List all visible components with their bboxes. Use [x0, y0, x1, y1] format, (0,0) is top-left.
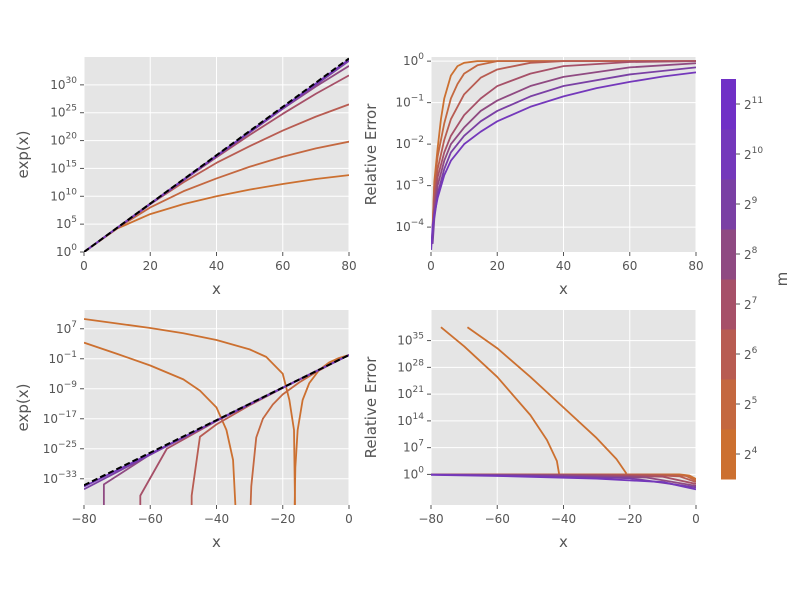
y-tick-label: 10−1: [48, 350, 77, 366]
colorbar-segment: [721, 79, 736, 130]
colorbar-segment: [721, 229, 736, 280]
x-tick-label: −40: [551, 512, 576, 526]
y-tick-label: 1010: [50, 187, 77, 203]
colorbar-label: m: [773, 272, 791, 287]
x-tick-label: 60: [622, 259, 637, 273]
x-tick-label: 40: [556, 259, 571, 273]
y-tick-label: 1030: [50, 76, 77, 92]
y-tick-label: 100: [403, 52, 424, 68]
x-tick-label: −80: [418, 512, 443, 526]
y-tick-label: 107: [56, 320, 77, 336]
x-axis-label: x: [212, 280, 221, 298]
y-tick-label: 10−17: [43, 410, 77, 426]
y-tick-label: 100: [403, 465, 424, 481]
x-tick-label: 20: [490, 259, 505, 273]
x-tick-label: −60: [138, 512, 163, 526]
colorbar-tick-label: 26: [744, 346, 758, 362]
y-tick-label: 10−9: [48, 380, 77, 396]
x-tick-label: 40: [209, 259, 224, 273]
series-group: [431, 60, 696, 250]
x-tick-label: −60: [485, 512, 510, 526]
colorbar-tick-label: 210: [744, 146, 763, 162]
y-tick-label: 10−4: [395, 218, 424, 234]
x-axis-label: x: [559, 533, 568, 551]
series-line-m1024: [431, 473, 696, 491]
colorbar-tick-label: 24: [744, 446, 758, 462]
y-tick-label: 1020: [50, 132, 77, 148]
colorbar-tick-label: 211: [744, 96, 763, 112]
x-axis-label: x: [559, 280, 568, 298]
y-axis-label: Relative Error: [362, 356, 380, 459]
y-tick-label: 1035: [397, 332, 424, 348]
y-axis-label: exp(x): [14, 131, 32, 179]
series-line-m64: [431, 60, 696, 244]
panel-top-left: 0 20 40 60 80 100 105 1010 1015 1020 1025 1030 x exp(…: [14, 57, 357, 298]
y-tick-label: 10−33: [43, 470, 77, 486]
series-line-m128: [431, 60, 696, 244]
y-tick-label: 100: [56, 243, 77, 259]
colorbar-segment: [721, 129, 736, 180]
plot-root: 0 20 40 60 80 100 105 1010 1015 1020 1025 1030 x exp(…: [14, 52, 704, 551]
series-line-m16: [84, 341, 237, 505]
y-tick-label: 1015: [50, 159, 77, 175]
series-group: [84, 57, 349, 252]
colorbar-segment: [721, 379, 736, 430]
x-tick-label: 80: [688, 259, 703, 273]
series-line-m16: [466, 326, 628, 475]
x-tick-label: 0: [427, 259, 435, 273]
series-line-m16: [84, 174, 349, 252]
colorbar: 24 25 26 27 28 29 210 211 m: [721, 79, 791, 480]
series-group: [84, 318, 349, 505]
reference-line: [84, 354, 349, 487]
x-tick-label: 60: [275, 259, 290, 273]
series-line-m32: [431, 60, 696, 244]
colorbar-segment: [721, 179, 736, 230]
panel-bottom-left: −80 −60 −40 −20 0 10−33 10−25 10−17 10−9 10−1 107 x…: [14, 310, 353, 551]
y-axis-label: Relative Error: [362, 103, 380, 206]
y-tick-label: 1028: [397, 358, 424, 374]
colorbar-segment: [721, 279, 736, 330]
x-axis-label: x: [212, 533, 221, 551]
series-group: [431, 326, 696, 491]
series-line-m16: [293, 354, 349, 505]
colorbar-tick-label: 28: [744, 246, 758, 262]
y-tick-label: 10−25: [43, 440, 77, 456]
series-line-m1024: [431, 71, 696, 250]
colorbar-tick-label: 27: [744, 296, 757, 312]
y-axis-label: exp(x): [14, 384, 32, 432]
colorbar-segment: [721, 429, 736, 480]
x-tick-label: 0: [345, 512, 353, 526]
x-tick-label: 0: [692, 512, 700, 526]
y-tick-label: 1025: [50, 104, 77, 120]
y-tick-label: 105: [56, 215, 77, 231]
x-tick-label: 20: [143, 259, 158, 273]
panel-bottom-right: −80 −60 −40 −20 0 100 107 1014 1021 1028 1035 x Rela…: [362, 310, 700, 551]
colorbar-segment: [721, 329, 736, 380]
y-tick-label: 107: [403, 439, 424, 455]
y-tick-label: 10−1: [395, 94, 424, 110]
y-tick-label: 1021: [397, 385, 424, 401]
y-tick-label: 10−3: [395, 177, 424, 193]
x-tick-label: −20: [270, 512, 295, 526]
y-tick-label: 1014: [397, 412, 424, 428]
x-tick-label: −40: [204, 512, 229, 526]
x-tick-label: −80: [71, 512, 96, 526]
colorbar-tick-label: 25: [744, 396, 757, 412]
x-tick-label: −20: [617, 512, 642, 526]
series-line-m256: [431, 62, 696, 244]
reference-line: [84, 57, 349, 252]
colorbar-tick-label: 29: [744, 196, 758, 212]
panel-top-right: 0 20 40 60 80 10−4 10−3 10−2 10−1 100 x Relative Er…: [362, 52, 704, 298]
y-tick-label: 10−2: [395, 135, 424, 151]
series-line-m16: [84, 318, 296, 505]
series-line-m16: [440, 326, 561, 475]
x-tick-label: 0: [80, 259, 88, 273]
x-tick-label: 80: [341, 259, 356, 273]
